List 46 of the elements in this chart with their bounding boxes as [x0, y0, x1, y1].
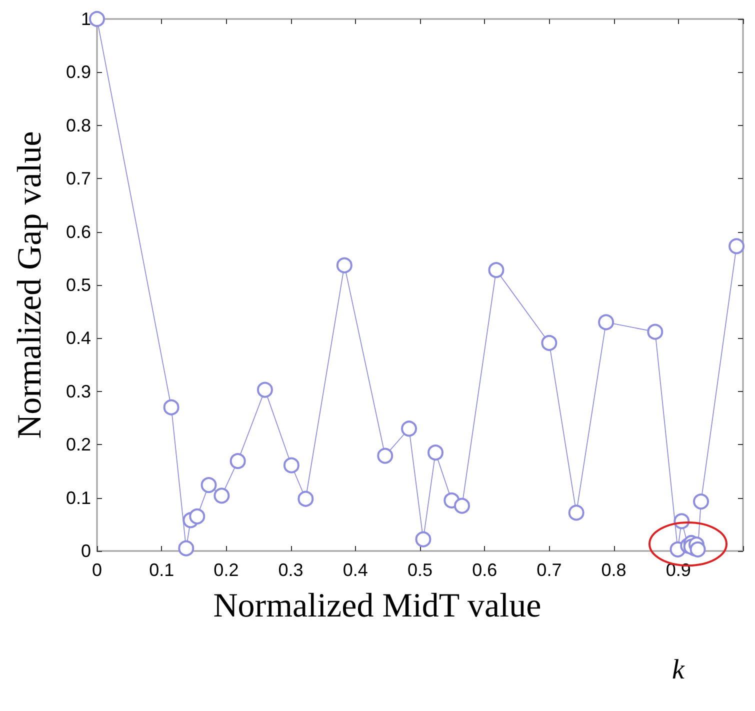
point — [89, 11, 105, 27]
point — [163, 399, 180, 416]
x-tick-label: 0.5 — [407, 560, 433, 580]
point — [214, 488, 230, 504]
point — [728, 238, 745, 254]
x-tick-label: 0.4 — [342, 560, 368, 580]
y-tick-label: 1 — [80, 9, 91, 29]
point — [178, 540, 194, 556]
point — [454, 498, 470, 514]
x-tick-label: 0.7 — [536, 560, 562, 580]
y-tick-label: 0.5 — [66, 275, 91, 295]
y-tick-label: 0.6 — [66, 222, 91, 242]
point — [401, 420, 418, 437]
point — [488, 262, 504, 278]
x-axis-title: Normalized MidT value — [213, 588, 542, 624]
point — [693, 494, 710, 510]
y-tick-label: 0.9 — [66, 62, 91, 82]
point — [200, 477, 217, 494]
point — [647, 324, 664, 340]
y-tick-label: 0.1 — [66, 488, 91, 508]
x-tick-label: 0.8 — [601, 560, 626, 580]
text: k — [672, 654, 685, 686]
point — [598, 314, 614, 330]
x-tick-label: 0.3 — [278, 560, 304, 580]
point — [336, 257, 352, 274]
point — [189, 508, 206, 524]
point — [256, 382, 273, 398]
y-tick-label: 0.2 — [66, 434, 91, 455]
y-tick-label: 0.4 — [66, 328, 91, 348]
point — [230, 453, 246, 470]
x-tick-label: 0.6 — [472, 560, 498, 580]
point — [428, 444, 444, 461]
point — [568, 504, 584, 521]
point — [377, 448, 394, 464]
y-axis-title: Normalized Gap value — [12, 131, 48, 439]
point — [541, 334, 558, 351]
point — [415, 531, 432, 548]
y-tick-label: 0.3 — [66, 381, 91, 402]
point — [298, 490, 314, 507]
y-tick-label: 0.8 — [66, 115, 91, 136]
point — [283, 457, 300, 474]
x-tick-label: 0.1 — [149, 560, 174, 580]
y-tick-label: 0.7 — [66, 168, 91, 189]
x-tick-label: 0.2 — [214, 560, 239, 580]
y-tick-label: 0 — [80, 541, 91, 561]
point — [690, 541, 706, 558]
